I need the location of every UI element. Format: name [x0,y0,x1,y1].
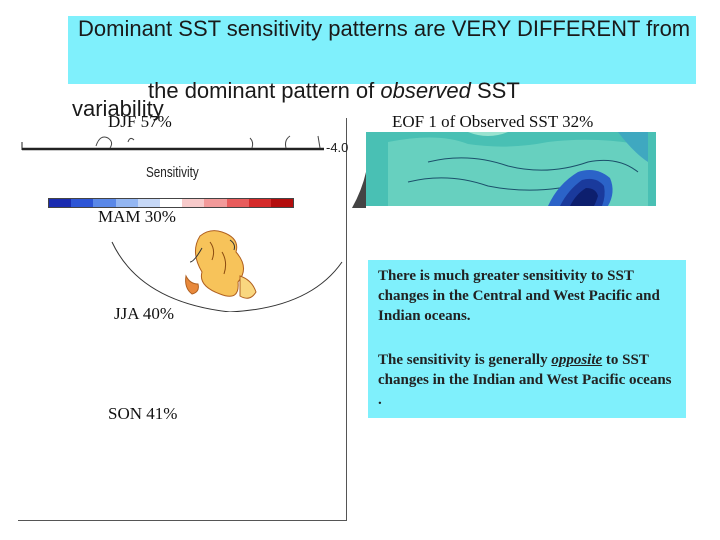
sensitivity-maps-panel [18,118,347,521]
sensitivity-colorbar [48,198,294,208]
colorbar-segment [226,199,249,207]
colorbar-segment [115,199,138,207]
djf-label: DJF 57% [108,112,172,131]
title-line2-prefix: the dominant pattern of [148,78,381,103]
colorbar-segment [182,199,205,207]
title-line2-suffix: SST [470,78,520,103]
colorbar-segment [270,199,294,207]
colorbar-segment [93,199,116,207]
colorbar-segment [71,199,94,207]
colorbar-title: Sensitivity [146,164,199,181]
slide-title-line3: variability [72,96,164,121]
explanation-para2: The sensitivity is generally opposite to… [378,350,678,410]
explanation-box: There is much greater sensitivity to SST… [368,260,686,418]
eof-label: EOF 1 of Observed SST 32% [392,112,594,131]
djf-map-fragment: -4.0 [21,135,348,155]
colorbar-segment [204,199,227,207]
mam-map [111,230,343,312]
colorbar-segment [137,199,160,207]
eof-map [348,132,672,208]
colorbar-segment [248,199,271,207]
jja-label: JJA 40% [114,304,174,323]
para2-suffix: to SST changes in the Indian and West Pa… [378,352,672,408]
title-banner [68,16,696,84]
colorbar-segment [49,199,72,207]
mam-label: MAM 30% [98,207,176,226]
axis-tick-label: -4.0 [326,140,348,155]
para2-italic: opposite [551,352,603,368]
colorbar-segment [159,199,183,207]
para2-prefix: The sensitivity is generally [378,352,552,368]
title-line2-italic: observed [380,78,471,103]
son-label: SON 41% [108,404,178,423]
explanation-para1: There is much greater sensitivity to SST… [378,268,660,324]
slide-title-line1: Dominant SST sensitivity patterns are VE… [78,16,691,41]
slide-title-line2: the dominant pattern of observed SST [148,80,520,102]
